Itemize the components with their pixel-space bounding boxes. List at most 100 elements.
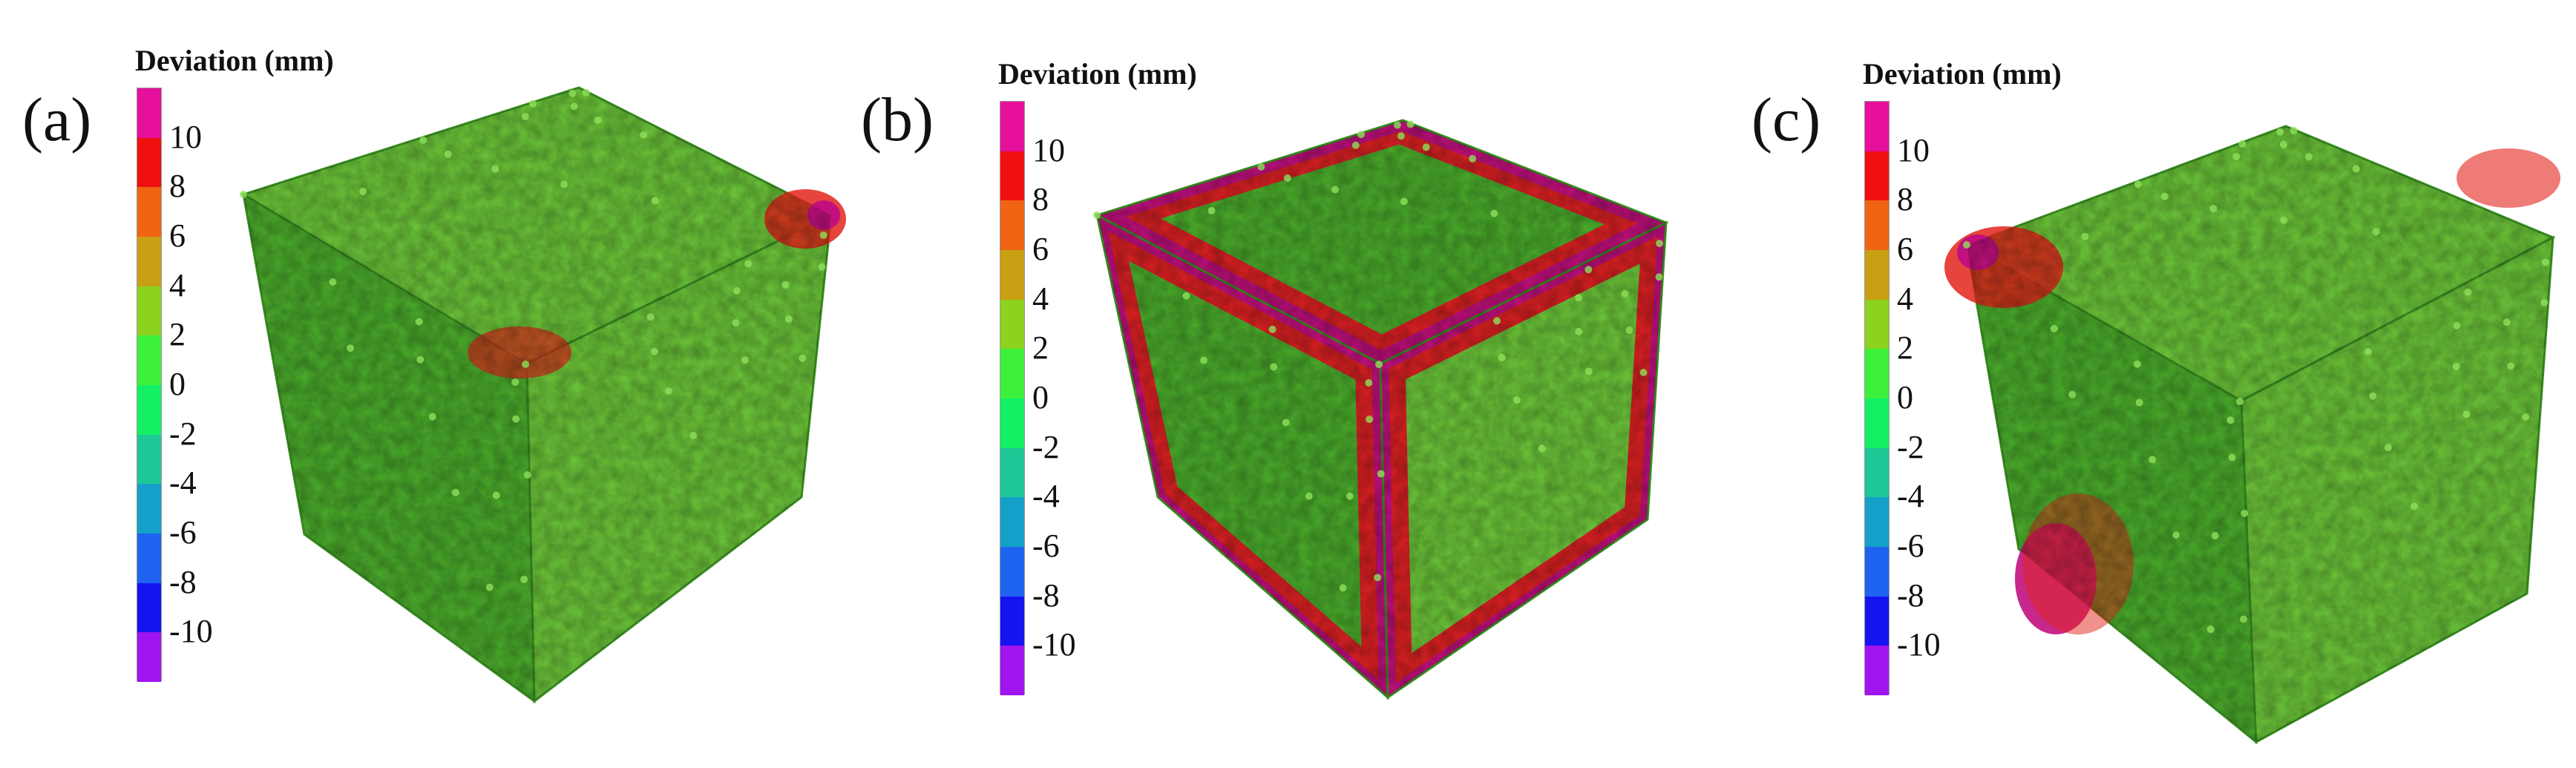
surface-pit — [2372, 228, 2380, 236]
colorbar-swatch — [137, 582, 161, 633]
colorbar-tick-label: 6 — [169, 217, 186, 254]
surface-pit — [523, 471, 531, 479]
colorbar-tick-label: -4 — [1897, 478, 1924, 515]
surface-pit — [651, 197, 659, 205]
surface-pit — [419, 136, 427, 144]
colorbar-swatch — [1000, 299, 1024, 349]
surface-pit — [570, 102, 578, 111]
colorbar-swatch — [1865, 200, 1889, 251]
colorbar-swatch — [1000, 596, 1024, 646]
colorbar-swatch — [1000, 151, 1024, 201]
colorbar-title: Deviation (mm) — [998, 57, 1197, 91]
surface-pit — [1377, 470, 1385, 478]
colorbar-tick-label: 4 — [169, 266, 186, 303]
surface-pit — [1357, 131, 1365, 139]
surface-pit — [359, 188, 367, 196]
colorbar-tick-label: 0 — [169, 366, 186, 402]
surface-texture — [2241, 237, 2553, 742]
surface-pit — [2462, 410, 2471, 419]
surface-pit — [1625, 326, 1633, 335]
surface-texture — [243, 88, 831, 364]
surface-pit — [2464, 288, 2472, 296]
colorbar-tick-label: 2 — [1897, 329, 1913, 367]
colorbar-swatch — [137, 286, 161, 336]
colorbar — [1864, 101, 1890, 696]
surface-pit — [2232, 153, 2241, 161]
surface-pit — [2209, 204, 2218, 212]
deviation-hotspot — [2457, 148, 2560, 208]
surface-pit — [1655, 273, 1663, 281]
surface-pit — [1397, 132, 1405, 140]
surface-pit — [1331, 186, 1339, 194]
colorbar-swatch — [1000, 447, 1024, 498]
surface-pit — [1375, 361, 1383, 369]
panel-label: (b) — [861, 85, 934, 154]
surface-pit — [1268, 325, 1276, 333]
colorbar-tick-label: 2 — [169, 316, 186, 353]
surface-pit — [451, 488, 459, 496]
surface-pit — [2276, 128, 2284, 136]
colorbar-tick-label: -2 — [169, 415, 197, 452]
surface-pit — [1406, 120, 1415, 128]
colorbar — [137, 88, 162, 683]
colorbar-swatch — [137, 534, 161, 584]
surface-pit — [511, 378, 520, 387]
surface-pit — [1575, 294, 1583, 302]
surface-pit — [2133, 360, 2141, 368]
colorbar-swatch — [1000, 497, 1024, 548]
surface-pit — [492, 491, 500, 499]
surface-pit — [781, 280, 790, 289]
colorbar-title: Deviation (mm) — [1863, 57, 2062, 91]
colorbar-tick-label: -10 — [1897, 626, 1941, 663]
surface-pit — [415, 318, 423, 326]
surface-pit — [1283, 174, 1291, 182]
surface-pit — [1282, 419, 1290, 427]
surface-pit — [582, 88, 590, 96]
colorbar-tick-label: -8 — [169, 563, 197, 600]
surface-pit — [2226, 416, 2235, 424]
surface-pit — [1575, 327, 1583, 335]
surface-pit — [2228, 453, 2236, 462]
colorbar-tick-label: -8 — [1897, 577, 1924, 614]
colorbar-swatch — [137, 237, 161, 287]
surface-pit — [1639, 368, 1648, 376]
surface-pit — [733, 286, 741, 295]
surface-pit — [2238, 140, 2246, 148]
colorbar-tick-label: 8 — [1897, 181, 1913, 218]
surface-pit — [2211, 532, 2219, 540]
surface-pit — [2452, 362, 2460, 370]
surface-pit — [2241, 509, 2249, 517]
colorbar-tick-label: 10 — [169, 118, 202, 155]
colorbar-tick-label: 6 — [1897, 231, 1913, 267]
surface-texture — [1097, 215, 1388, 698]
surface-pit — [819, 231, 827, 239]
colorbar-tick-label: -4 — [1032, 478, 1060, 515]
surface-pit — [1339, 584, 1347, 592]
colorbar-swatch — [137, 335, 161, 386]
colorbar-swatch — [1865, 497, 1889, 548]
surface-pit — [1257, 163, 1265, 171]
colorbar-swatch — [1865, 398, 1889, 449]
surface-pit — [732, 319, 740, 327]
surface-pit — [665, 387, 673, 396]
colorbar-tick-label: 8 — [169, 168, 186, 205]
surface-pit — [2369, 392, 2377, 400]
colorbar-tick-label: -2 — [1897, 428, 1924, 465]
surface-pit — [1621, 290, 1629, 298]
colorbar-swatch — [1865, 646, 1889, 696]
surface-pit — [529, 99, 537, 108]
surface-texture — [1097, 120, 1666, 364]
surface-pit — [1393, 121, 1401, 129]
surface-pit — [2522, 413, 2530, 421]
surface-pit — [428, 413, 436, 421]
colorbar-tick-label: -2 — [1032, 428, 1060, 465]
surface-texture — [527, 215, 831, 701]
surface-texture — [1967, 126, 2553, 401]
surface-pit — [568, 89, 577, 97]
surface-pit — [784, 315, 793, 323]
colorbar-swatch — [137, 88, 161, 139]
surface-pit — [2239, 615, 2247, 623]
surface-pit — [521, 113, 529, 121]
surface-pit — [2068, 390, 2077, 398]
